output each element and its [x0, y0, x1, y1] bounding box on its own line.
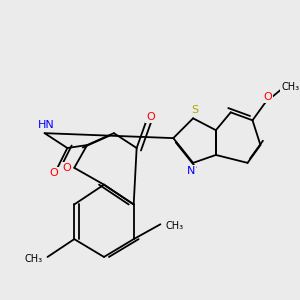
Text: O: O	[263, 92, 272, 101]
Text: S: S	[191, 105, 199, 116]
Text: O: O	[146, 112, 155, 122]
Text: CH₃: CH₃	[25, 254, 43, 264]
Text: HN: HN	[38, 120, 55, 130]
Text: N: N	[187, 166, 195, 176]
Text: CH₃: CH₃	[165, 221, 183, 231]
Text: CH₃: CH₃	[281, 82, 299, 92]
Text: O: O	[62, 163, 71, 173]
Text: O: O	[49, 168, 58, 178]
